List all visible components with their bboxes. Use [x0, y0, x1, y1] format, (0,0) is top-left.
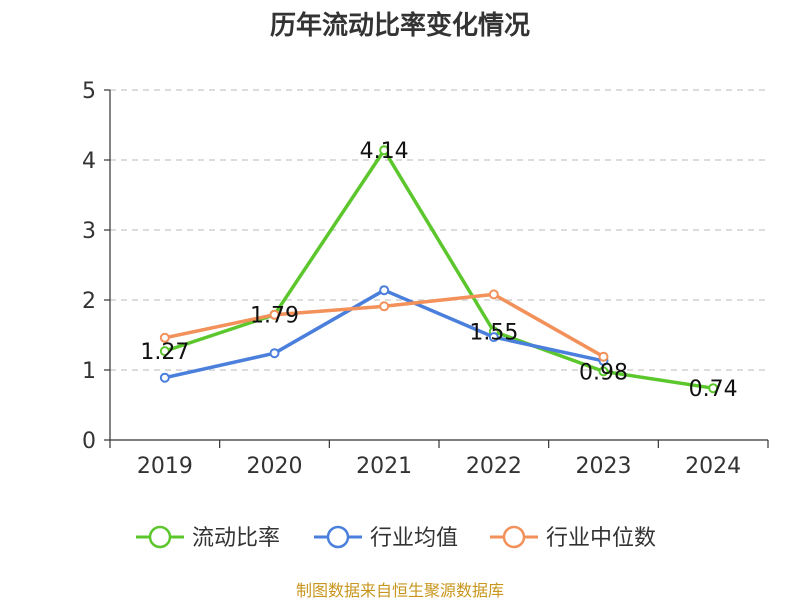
- series-line: [163, 148, 715, 390]
- x-tick-label: 2022: [466, 454, 522, 479]
- data-label: 1.55: [469, 321, 518, 346]
- data-point: [488, 289, 499, 300]
- data-point: [159, 346, 170, 357]
- data-point: [598, 366, 609, 377]
- data-point: [488, 332, 499, 343]
- chart-title: 历年流动比率变化情况: [270, 10, 530, 41]
- data-point: [708, 383, 719, 394]
- legend-label: 流动比率: [192, 526, 280, 551]
- data-labels: 1.27 1.79 4.14 1.55 0.98 0.74: [140, 139, 737, 402]
- data-point: [379, 145, 390, 156]
- series-group: [159, 145, 719, 394]
- data-point: [159, 332, 170, 343]
- data-label: 0.98: [579, 360, 628, 385]
- data-point: [379, 301, 390, 312]
- x-tick-label: 2023: [576, 454, 632, 479]
- y-tick-label: 2: [82, 289, 96, 314]
- legend-marker: [148, 525, 172, 549]
- x-tick-label: 2021: [356, 454, 412, 479]
- data-label: 4.14: [360, 139, 409, 164]
- y-tick-label: 0: [82, 429, 96, 454]
- legend-label: 行业均值: [370, 526, 458, 551]
- data-point: [598, 351, 609, 362]
- y-tick-label: 1: [82, 359, 96, 384]
- data-label: 1.79: [250, 304, 299, 329]
- source-note: 制图数据来自恒生聚源数据库: [296, 581, 504, 600]
- y-tick-label: 4: [82, 149, 96, 174]
- axes: 0 1 2 3 4 5 2019 2020 2021 2022 2023 2024: [82, 79, 769, 479]
- legend-label: 行业中位数: [546, 526, 656, 551]
- legend: 流动比率 行业均值 行业中位数: [136, 525, 656, 551]
- data-point: [379, 285, 390, 296]
- legend-marker: [326, 525, 350, 549]
- data-point: [269, 309, 280, 320]
- legend-marker: [502, 525, 526, 549]
- y-tick-label: 5: [82, 79, 96, 104]
- x-tick-label: 2019: [137, 454, 193, 479]
- x-tick-label: 2020: [247, 454, 303, 479]
- y-tick-label: 3: [82, 219, 96, 244]
- data-label: 1.27: [140, 340, 189, 365]
- data-point: [269, 348, 280, 359]
- data-label: 0.74: [689, 377, 738, 402]
- data-point: [159, 372, 170, 383]
- x-tick-label: 2024: [685, 454, 741, 479]
